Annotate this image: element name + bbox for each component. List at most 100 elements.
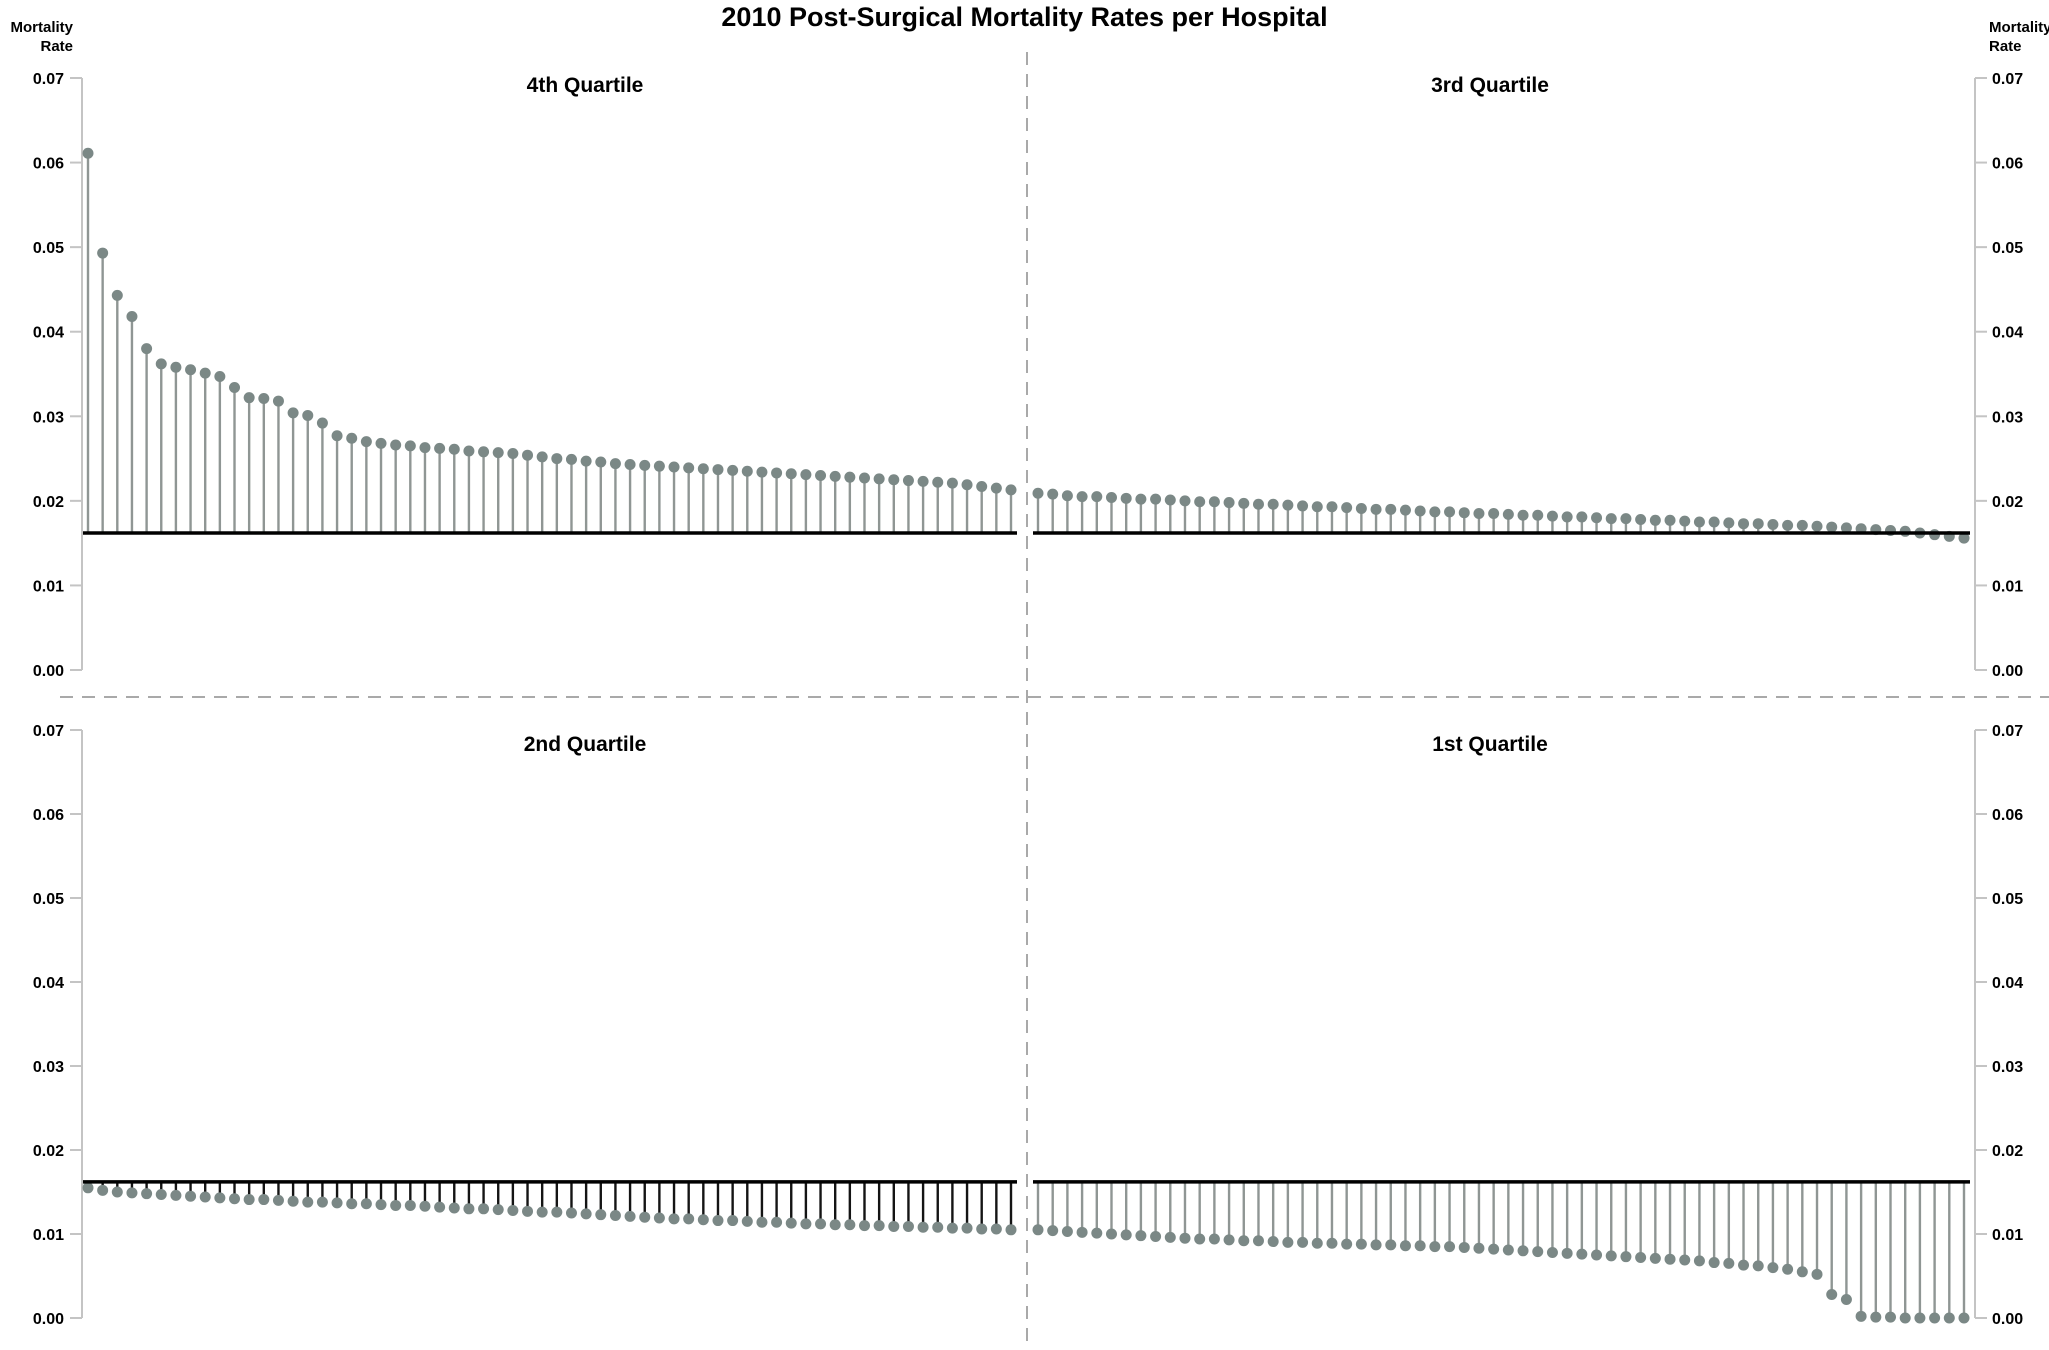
lollipop-dot xyxy=(126,310,138,322)
lollipop-dot xyxy=(1429,1241,1441,1253)
lollipop-dot xyxy=(1738,518,1750,530)
lollipop-dot xyxy=(1091,1227,1103,1239)
lollipop-dot xyxy=(258,393,270,405)
lollipop-dot xyxy=(390,1199,402,1211)
lollipop-dot xyxy=(888,1220,900,1232)
lollipop-dot xyxy=(536,451,548,463)
lollipop-dot xyxy=(141,343,153,355)
lollipop-dot xyxy=(1693,516,1705,528)
lollipop-dot xyxy=(1840,522,1852,534)
lollipop-dot xyxy=(82,1182,94,1194)
lollipop-dot xyxy=(1723,1257,1735,1269)
quadrant-title-1st: 1st Quartile xyxy=(1432,733,1548,756)
lollipop-dot xyxy=(551,1206,563,1218)
lollipop-dot xyxy=(287,1195,299,1207)
lollipop-dot xyxy=(1502,1244,1514,1256)
lollipop-dot xyxy=(1238,497,1250,509)
y-tick-label-left: 0.03 xyxy=(33,1059,64,1076)
lollipop-dot xyxy=(756,1216,768,1228)
lollipop-dot xyxy=(126,1187,138,1199)
lollipop-dot xyxy=(624,458,636,470)
lollipop-dot xyxy=(82,147,94,159)
y-tick-label-right: 0.02 xyxy=(1992,494,2023,511)
lollipop-dot xyxy=(1005,1224,1017,1236)
lollipop-dot xyxy=(1105,491,1117,503)
lollipop-dot xyxy=(1855,1310,1867,1322)
lollipop-dot xyxy=(302,1196,314,1208)
lollipop-dot xyxy=(1194,1233,1206,1245)
y-tick-label-left: 0.07 xyxy=(33,71,64,88)
lollipop-dot xyxy=(727,464,739,476)
y-tick-label-left: 0.05 xyxy=(33,240,64,257)
lollipop-dot xyxy=(609,1210,621,1222)
lollipop-dot xyxy=(771,1216,783,1228)
lollipop-dot xyxy=(1826,1288,1838,1300)
lollipop-dot xyxy=(902,475,914,487)
lollipop-dot xyxy=(360,1198,372,1210)
lollipop-dot xyxy=(565,453,577,465)
lollipop-dot xyxy=(111,289,123,301)
lollipop-dot xyxy=(829,1219,841,1231)
lollipop-dot xyxy=(858,472,870,484)
lollipop-dot xyxy=(272,1194,284,1206)
lollipop-dot xyxy=(463,445,475,457)
lollipop-dot xyxy=(536,1206,548,1218)
y-axis-label-right: Mortality Rate xyxy=(1989,19,2049,57)
y-tick-label-right: 0.03 xyxy=(1992,1059,2023,1076)
lollipop-dot xyxy=(1502,508,1514,520)
lollipop-dot xyxy=(1840,1294,1852,1306)
y-tick-label-right: 0.06 xyxy=(1992,156,2023,173)
lollipop-dot xyxy=(170,1189,182,1201)
lollipop-dot xyxy=(1752,518,1764,530)
lollipop-dot xyxy=(1282,1236,1294,1248)
y-tick-label-left: 0.01 xyxy=(33,1227,64,1244)
y-tick-label-right: 0.07 xyxy=(1992,723,2023,740)
y-tick-label-right: 0.00 xyxy=(1992,663,2023,680)
lollipop-dot xyxy=(1576,511,1588,523)
lollipop-dot xyxy=(653,1212,665,1224)
lollipop-dot xyxy=(1620,513,1632,525)
y-tick-label-right: 0.07 xyxy=(1992,71,2023,88)
lollipop-dot xyxy=(697,463,709,475)
y-tick-label-right: 0.05 xyxy=(1992,891,2023,908)
lollipop-dot xyxy=(990,1223,1002,1235)
lollipop-dot xyxy=(1223,1234,1235,1246)
lollipop-dot xyxy=(1488,1243,1500,1255)
lollipop-dot xyxy=(1414,505,1426,517)
lollipop-dot xyxy=(1532,509,1544,521)
y-tick-label-right: 0.01 xyxy=(1992,578,2023,595)
lollipop-dot xyxy=(492,1204,504,1216)
lollipop-dot xyxy=(1311,501,1323,513)
lollipop-dot xyxy=(902,1220,914,1232)
lollipop-dot xyxy=(712,1215,724,1227)
lollipop-dot xyxy=(1341,1238,1353,1250)
lollipop-dot xyxy=(1517,1245,1529,1257)
lollipop-dot xyxy=(1061,1225,1073,1237)
lollipop-dot xyxy=(1458,1241,1470,1253)
lollipop-dot xyxy=(346,432,358,444)
lollipop-dot xyxy=(668,461,680,473)
lollipop-dot xyxy=(1870,1311,1882,1323)
lollipop-dot xyxy=(1591,512,1603,524)
lollipop-dot xyxy=(1796,1266,1808,1278)
lollipop-dot xyxy=(976,1223,988,1235)
lollipop-dot xyxy=(1135,493,1147,505)
lollipop-dot xyxy=(1914,1312,1926,1324)
lollipop-dot xyxy=(1943,1312,1955,1324)
lollipop-dot xyxy=(419,442,431,454)
y-tick-label-right: 0.05 xyxy=(1992,240,2023,257)
lollipop-dot xyxy=(873,473,885,485)
lollipop-dot xyxy=(1473,508,1485,520)
lollipop-dot xyxy=(507,447,519,459)
lollipop-dot xyxy=(302,409,314,421)
lollipop-dot xyxy=(727,1215,739,1227)
lollipop-dot xyxy=(331,430,343,442)
y-tick-label-left: 0.02 xyxy=(33,494,64,511)
lollipop-dot xyxy=(565,1207,577,1219)
lollipop-dot xyxy=(829,470,841,482)
lollipop-dot xyxy=(1120,492,1132,504)
lollipop-dot xyxy=(1826,521,1838,533)
lollipop-dot xyxy=(771,467,783,479)
lollipop-dot xyxy=(1005,484,1017,496)
quadrant-series xyxy=(82,1181,1017,1236)
